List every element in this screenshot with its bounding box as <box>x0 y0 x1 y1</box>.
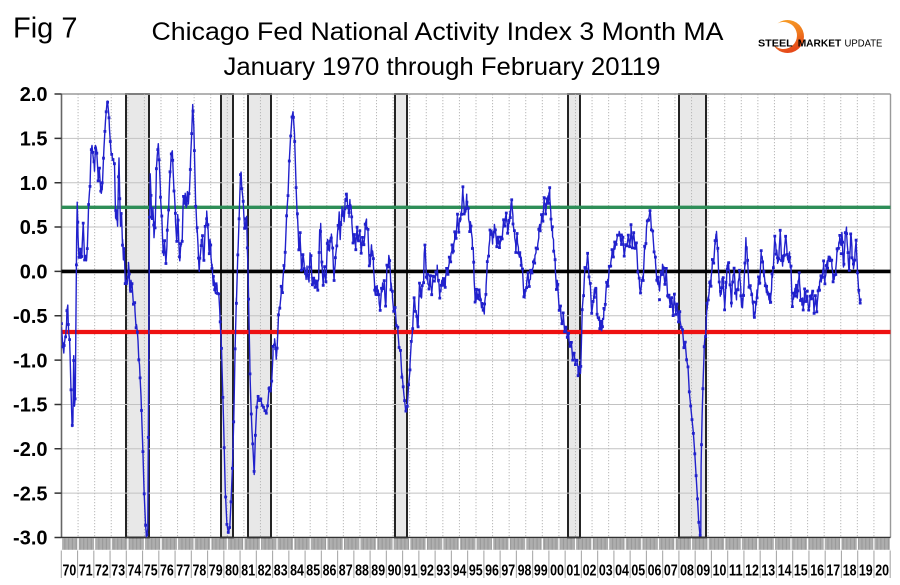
svg-text:84: 84 <box>290 563 304 580</box>
svg-text:20: 20 <box>875 563 889 580</box>
svg-text:-1.0: -1.0 <box>13 350 47 372</box>
svg-text:18: 18 <box>843 563 857 580</box>
svg-text:79: 79 <box>209 563 223 580</box>
svg-text:2.0: 2.0 <box>20 84 48 106</box>
svg-text:92: 92 <box>420 563 434 580</box>
svg-text:Chicago Fed National Activity: Chicago Fed National Activity Index 3 Mo… <box>152 19 725 46</box>
svg-text:-3.0: -3.0 <box>13 528 47 550</box>
svg-text:74: 74 <box>128 563 142 580</box>
svg-text:71: 71 <box>79 563 93 580</box>
svg-text:01: 01 <box>566 563 580 580</box>
svg-text:15: 15 <box>794 563 808 580</box>
svg-text:94: 94 <box>453 563 467 580</box>
svg-text:1.0: 1.0 <box>20 173 48 195</box>
svg-text:17: 17 <box>826 563 840 580</box>
svg-text:86: 86 <box>323 563 337 580</box>
svg-text:76: 76 <box>160 563 174 580</box>
svg-text:78: 78 <box>193 563 207 580</box>
svg-text:11: 11 <box>729 563 743 580</box>
svg-text:93: 93 <box>436 563 450 580</box>
svg-text:06: 06 <box>648 563 662 580</box>
svg-text:14: 14 <box>778 563 792 580</box>
svg-text:82: 82 <box>258 563 272 580</box>
svg-text:10: 10 <box>713 563 727 580</box>
svg-text:80: 80 <box>225 563 239 580</box>
svg-text:89: 89 <box>371 563 385 580</box>
svg-text:-2.0: -2.0 <box>13 439 47 461</box>
svg-text:77: 77 <box>176 563 190 580</box>
svg-text:85: 85 <box>306 563 320 580</box>
svg-text:1.5: 1.5 <box>20 129 48 151</box>
svg-text:-2.5: -2.5 <box>13 483 47 505</box>
svg-text:0.0: 0.0 <box>20 262 48 284</box>
svg-text:Fig 7: Fig 7 <box>13 13 77 45</box>
svg-text:98: 98 <box>518 563 532 580</box>
svg-text:13: 13 <box>761 563 775 580</box>
svg-text:88: 88 <box>355 563 369 580</box>
svg-text:12: 12 <box>745 563 759 580</box>
svg-text:02: 02 <box>583 563 597 580</box>
svg-text:83: 83 <box>274 563 288 580</box>
svg-text:09: 09 <box>696 563 710 580</box>
svg-text:January 1970 through February: January 1970 through February 20119 <box>224 54 661 81</box>
svg-text:91: 91 <box>404 563 418 580</box>
svg-text:72: 72 <box>95 563 109 580</box>
svg-text:-0.5: -0.5 <box>13 306 47 328</box>
svg-text:75: 75 <box>144 563 158 580</box>
svg-text:99: 99 <box>534 563 548 580</box>
svg-text:70: 70 <box>63 563 77 580</box>
svg-text:95: 95 <box>469 563 483 580</box>
svg-text:96: 96 <box>485 563 499 580</box>
svg-text:UPDATE: UPDATE <box>845 39 883 50</box>
svg-text:07: 07 <box>664 563 678 580</box>
svg-text:-1.5: -1.5 <box>13 395 47 417</box>
svg-text:MARKET: MARKET <box>798 39 842 50</box>
svg-text:03: 03 <box>599 563 613 580</box>
svg-text:04: 04 <box>615 563 629 580</box>
svg-text:81: 81 <box>241 563 255 580</box>
svg-text:16: 16 <box>810 563 824 580</box>
svg-text:73: 73 <box>111 563 125 580</box>
svg-text:STEEL: STEEL <box>758 39 793 50</box>
svg-text:19: 19 <box>859 563 873 580</box>
svg-text:00: 00 <box>550 563 564 580</box>
svg-text:0.5: 0.5 <box>20 217 48 239</box>
svg-text:08: 08 <box>680 563 694 580</box>
svg-text:90: 90 <box>388 563 402 580</box>
svg-text:87: 87 <box>339 563 353 580</box>
svg-text:05: 05 <box>631 563 645 580</box>
svg-text:97: 97 <box>501 563 515 580</box>
